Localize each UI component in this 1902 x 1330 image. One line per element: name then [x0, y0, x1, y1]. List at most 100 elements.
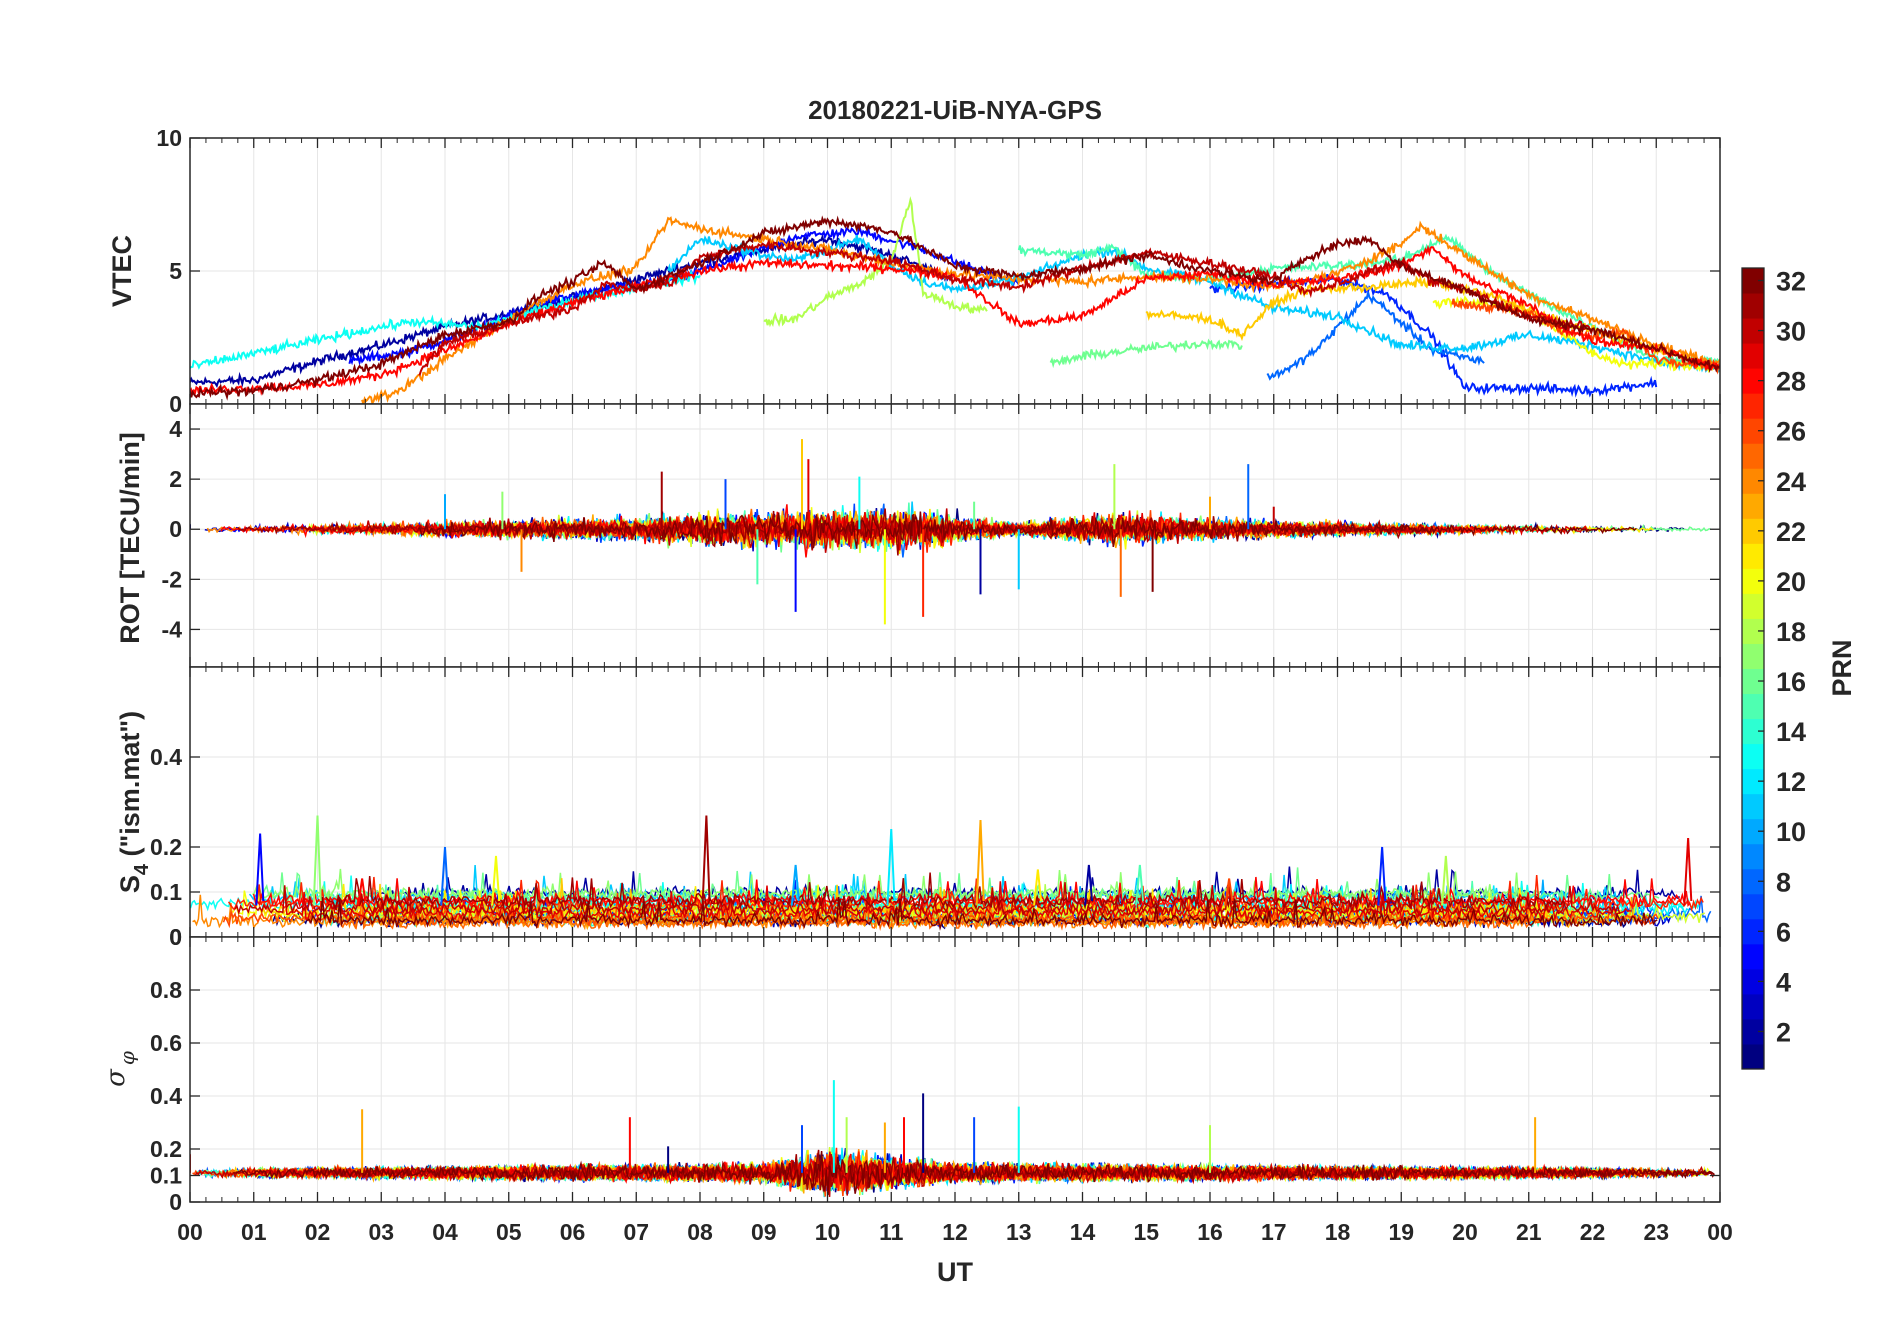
vtec-ylabel: VTEC [107, 235, 137, 307]
colorbar-segment [1742, 1043, 1764, 1070]
colorbar-segment [1742, 1018, 1764, 1045]
s4-ytick-label: 0.4 [150, 744, 182, 770]
colorbar-segment [1742, 293, 1764, 319]
colorbar-segment [1742, 993, 1764, 1020]
x-tick-label: 12 [942, 1219, 968, 1245]
x-tick-label: 13 [1006, 1219, 1032, 1245]
s4-axes: 00.10.20.40 [150, 666, 1721, 950]
s4-spike [1683, 837, 1693, 906]
x-tick-label: 01 [241, 1219, 267, 1245]
sigma_phi-ytick-label: 0.8 [150, 977, 182, 1003]
colorbar-segment [1742, 868, 1764, 895]
s4-spike [491, 855, 501, 906]
rot-series-prn-32 [418, 511, 1637, 551]
colorbar-segment [1742, 368, 1764, 394]
colorbar-segment [1742, 443, 1764, 469]
colorbar-segment [1742, 393, 1764, 419]
x-axis-label: UT [937, 1257, 973, 1287]
colorbar-segment [1742, 918, 1764, 945]
s4-spike [886, 828, 896, 906]
colorbar-tick-label: 20 [1776, 567, 1806, 597]
chart-title: 20180221-UiB-NYA-GPS [808, 95, 1102, 125]
x-tick-label: 07 [623, 1219, 649, 1245]
rot-ylabel: ROT [TECU/min] [115, 432, 145, 643]
colorbar-tick-label: 4 [1776, 967, 1791, 997]
x-tick-label: 23 [1643, 1219, 1669, 1245]
vtec-series [190, 196, 1720, 404]
colorbar-segment [1742, 718, 1764, 745]
x-tick-label: 08 [687, 1219, 713, 1245]
x-tick-label: 11 [879, 1219, 904, 1245]
s4-spike [1224, 878, 1234, 906]
s4-ytick-label: 0.1 [150, 879, 182, 905]
vtec-series-prn-2 [190, 233, 956, 389]
s4-spike [357, 878, 367, 906]
sigma-phi-ylabel-main: σ [101, 1068, 131, 1087]
s4-series [190, 815, 1712, 931]
sigma_phi-ytick-label: 0.6 [150, 1030, 182, 1056]
x-tick-label: 22 [1580, 1219, 1606, 1245]
colorbar-segment [1742, 543, 1764, 569]
s4-spike [312, 815, 322, 906]
colorbar-tick-label: 26 [1776, 417, 1806, 447]
s4-spike [975, 819, 985, 906]
colorbar-segment [1742, 468, 1764, 494]
s4-ylabel: S4 ("ism.mat") [115, 711, 153, 893]
s4-ytick-label: 0.2 [150, 834, 182, 860]
s4-panel: 00.10.20.40 S4 ("ism.mat") [115, 666, 1721, 950]
s4-spike [255, 833, 265, 906]
x-tick-label: 03 [368, 1219, 394, 1245]
x-tick-label: 17 [1261, 1219, 1287, 1245]
s4-series-prn-31 [325, 872, 1566, 911]
x-tick-label: 00 [1707, 1219, 1733, 1245]
colorbar-tick-label: 24 [1776, 467, 1806, 497]
rot-ytick-label: 0 [169, 516, 182, 542]
s4-spike [701, 815, 711, 906]
vtec-series-prn-8 [1266, 292, 1485, 381]
x-tick-label: 15 [1133, 1219, 1159, 1245]
s4-spike [790, 864, 800, 906]
s4-spike [1084, 864, 1094, 906]
colorbar-tick-label: 30 [1776, 317, 1806, 347]
colorbar-label: PRN [1827, 639, 1857, 696]
colorbar-segment [1742, 268, 1764, 294]
s4-spike [1441, 855, 1451, 906]
s4-spike [1033, 869, 1043, 906]
x-tick-label: 02 [305, 1219, 331, 1245]
colorbar-tick-label: 14 [1776, 717, 1806, 747]
colorbar-segment [1742, 843, 1764, 870]
colorbar-tick-label: 18 [1776, 617, 1806, 647]
vtec-series-prn-32 [190, 215, 1720, 401]
colorbar-tick-label: 8 [1776, 867, 1791, 897]
colorbar-segment [1742, 593, 1764, 619]
sigma-phi-panel: 00.10.2 0.4 0.6 0.8 σφ [101, 936, 1721, 1215]
colorbar-segment [1742, 518, 1764, 544]
x-tick-label: 20 [1452, 1219, 1478, 1245]
colorbar-segment [1742, 668, 1764, 695]
colorbar-segment [1742, 818, 1764, 845]
rot-series [190, 439, 1711, 625]
colorbar-segment [1742, 618, 1764, 644]
x-tick-label: 14 [1070, 1219, 1096, 1245]
vtec-series-prn-16 [1049, 338, 1243, 369]
s4-spike [1377, 846, 1387, 906]
vtec-panel: 0 5 10 VTEC [107, 125, 1721, 417]
rot-panel: -4 -2 0 2 4 ROT [TECU/min] [115, 403, 1721, 668]
sigma-phi-ylabel-sub: φ [115, 1051, 139, 1065]
s4-ylabel-sub: 4 [131, 863, 153, 875]
x-tick-label: 04 [432, 1219, 458, 1245]
colorbar-segment [1742, 768, 1764, 795]
sigma-phi-series [190, 1080, 1715, 1198]
colorbar-segment [1742, 793, 1764, 820]
colorbar-tick-label: 12 [1776, 767, 1806, 797]
colorbar-segment [1742, 568, 1764, 594]
colorbar-segment [1742, 343, 1764, 369]
s4-spike [1135, 864, 1145, 906]
vtec-ytick-label: 5 [169, 258, 182, 284]
colorbar-segment [1742, 418, 1764, 444]
s4-series-prn-32 [306, 896, 1658, 931]
s4-series-prn-25 [338, 893, 1532, 931]
x-axis: 00 01 02 03 04 05 06 07 08 09 10 11 12 13 14 15 16 17 18 19… [177, 1219, 1733, 1245]
s4-ylabel-main: S [115, 875, 145, 893]
